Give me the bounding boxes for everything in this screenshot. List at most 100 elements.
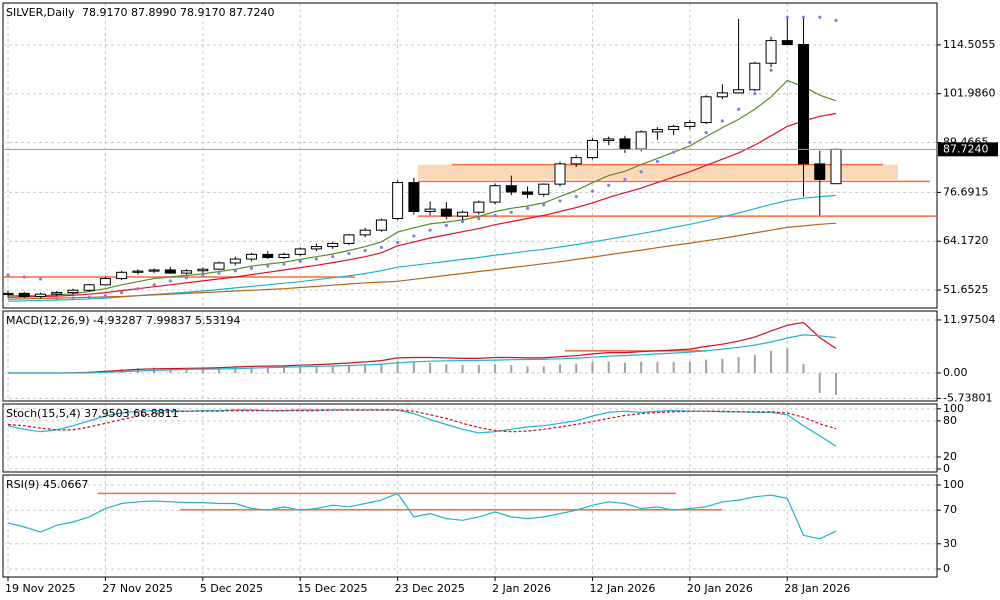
candle-body xyxy=(310,246,322,250)
sar-dot xyxy=(71,296,75,300)
candle-body xyxy=(34,293,46,297)
macd-histogram-bar xyxy=(575,363,578,373)
sar-dot xyxy=(493,213,497,217)
y-tick-label: 100 xyxy=(943,478,964,491)
macd-histogram-bar xyxy=(315,366,318,373)
y-tick-label: 70 xyxy=(943,503,957,516)
candle-body xyxy=(197,268,209,272)
indicator-line xyxy=(8,334,837,374)
sar-dot xyxy=(558,199,562,203)
macd-histogram-bar xyxy=(623,362,626,373)
y-tick-label: -5.73801 xyxy=(943,391,992,404)
moving-average xyxy=(8,79,837,297)
sar-dot xyxy=(87,295,91,299)
sar-dot xyxy=(217,271,221,275)
macd-histogram-bar xyxy=(283,367,285,373)
sar-dot xyxy=(818,15,822,19)
sar-dot xyxy=(266,264,270,268)
candle-body xyxy=(83,284,95,291)
sar-dot xyxy=(249,266,254,271)
sar-dot xyxy=(168,279,172,283)
macd-histogram-bar xyxy=(331,366,334,373)
candle-body xyxy=(229,258,241,264)
y-tick-label: 101.9860 xyxy=(943,87,996,100)
indicator-line xyxy=(7,409,837,433)
indicator-line xyxy=(8,321,837,374)
y-tick-label: 20 xyxy=(943,450,957,463)
indicator-title: RSI(9) 45.0667 xyxy=(6,478,88,491)
price-zone xyxy=(418,164,898,180)
macd-histogram-bar xyxy=(364,365,367,373)
macd-histogram-bar xyxy=(526,366,529,373)
x-tick-label: 28 Jan 2026 xyxy=(784,582,850,595)
x-tick-label: 20 Jan 2026 xyxy=(687,582,753,595)
macd-histogram-bar xyxy=(786,348,789,373)
last-price-label: 87.7240 xyxy=(943,142,989,155)
x-tick-label: 12 Jan 2026 xyxy=(589,582,655,595)
sar-dot xyxy=(785,15,789,19)
candle-body xyxy=(18,292,30,297)
x-tick-label: 5 Dec 2025 xyxy=(200,582,263,595)
y-tick-label: 51.6525 xyxy=(943,283,989,296)
sar-dot xyxy=(120,290,124,295)
sar-dot xyxy=(22,275,26,279)
sar-dot xyxy=(542,203,546,207)
panel-frame xyxy=(2,310,938,402)
sar-dot xyxy=(38,277,43,281)
macd-histogram-bar xyxy=(396,361,399,373)
sar-dot xyxy=(282,262,286,266)
macd-histogram-bar xyxy=(688,361,691,373)
candle-body xyxy=(635,131,647,150)
macd-histogram-bar xyxy=(185,368,188,373)
candle-body xyxy=(489,185,501,203)
macd-histogram-bar xyxy=(656,361,659,373)
candle-body xyxy=(294,248,306,255)
candle-body xyxy=(651,129,663,133)
candle-body xyxy=(603,138,615,141)
macd-histogram-bar xyxy=(510,365,513,373)
last-price-box xyxy=(938,142,998,157)
y-tick-label: 0 xyxy=(943,462,950,475)
candle-body xyxy=(278,253,290,258)
panel-frame xyxy=(2,474,938,578)
candle-body xyxy=(619,138,631,150)
moving-average xyxy=(7,112,837,298)
candle-body xyxy=(814,163,826,180)
y-tick-label: 0.00 xyxy=(943,366,968,379)
macd-histogram-bar xyxy=(753,354,756,373)
candle-body xyxy=(51,292,63,295)
sar-dot xyxy=(298,259,302,263)
sar-dot xyxy=(331,255,335,259)
candle-body xyxy=(473,201,485,213)
sar-dot xyxy=(672,150,676,154)
y-tick-label: 80 xyxy=(943,414,957,427)
macd-histogram-bar xyxy=(299,366,302,373)
macd-histogram-bar xyxy=(721,358,724,373)
x-tick-label: 23 Dec 2025 xyxy=(395,582,465,595)
moving-average xyxy=(7,222,837,300)
candle-body xyxy=(2,292,14,296)
y-tick-label: 100 xyxy=(943,402,964,415)
sar-dot xyxy=(201,273,205,278)
candle-body xyxy=(440,208,452,217)
sar-dot xyxy=(477,216,481,221)
panel-frame xyxy=(2,403,938,473)
sar-dot xyxy=(152,283,156,287)
indicator-line xyxy=(7,492,837,540)
sar-dot xyxy=(769,68,773,72)
macd-histogram-bar xyxy=(591,361,594,373)
sar-dot xyxy=(428,228,432,232)
macd-histogram-bar xyxy=(737,357,740,373)
candle-body xyxy=(668,125,680,131)
macd-histogram-bar xyxy=(429,362,432,373)
macd-histogram-bar xyxy=(640,361,643,373)
sar-dot xyxy=(444,223,448,228)
sar-dot xyxy=(574,195,578,199)
candle-body xyxy=(246,253,258,260)
sar-dot xyxy=(834,18,838,22)
sar-dot xyxy=(184,276,189,280)
sar-dot xyxy=(379,245,384,249)
y-tick-label: 76.6915 xyxy=(943,185,989,198)
sar-dot xyxy=(704,131,708,135)
candle-body xyxy=(359,229,371,236)
